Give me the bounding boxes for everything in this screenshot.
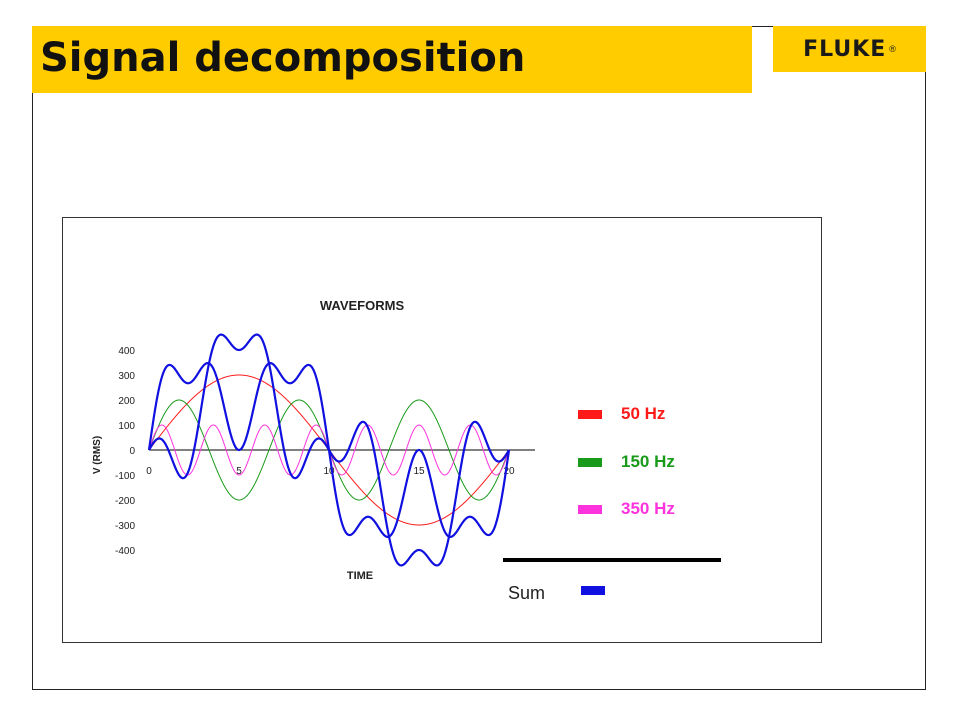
y-tick-label: -200	[115, 496, 135, 507]
legend-swatch-350hz	[578, 504, 602, 514]
x-tick-label: 10	[323, 466, 335, 477]
y-tick-label: 100	[118, 421, 135, 432]
legend-label-350hz: 350 Hz	[621, 499, 675, 518]
legend-item-50hz: 50 Hz	[578, 404, 665, 424]
x-tick-label: 0	[146, 466, 152, 477]
y-tick-label: 200	[118, 396, 135, 407]
y-tick-label: -400	[115, 546, 135, 557]
sum-divider-line	[503, 558, 721, 562]
legend-item-350hz: 350 Hz	[578, 499, 675, 519]
y-axis-label: V (RMS)	[92, 436, 103, 474]
title-bar	[32, 26, 752, 93]
x-axis-label: TIME	[347, 570, 373, 582]
logo-wordmark: FLUKE	[803, 36, 887, 62]
legend-swatch-50hz	[578, 409, 602, 419]
chart-panel	[62, 217, 822, 643]
x-tick-label: 5	[236, 466, 242, 477]
legend-swatch-sum	[581, 586, 605, 595]
legend-label-150hz: 150 Hz	[621, 452, 675, 471]
legend-label-50hz: 50 Hz	[621, 404, 666, 423]
x-tick-label: 15	[413, 466, 425, 477]
y-tick-label: 400	[118, 346, 135, 357]
legend-item-150hz: 150 Hz	[578, 452, 675, 472]
series-line-sum-alt	[148, 333, 510, 567]
legend-swatch-150hz	[578, 457, 602, 467]
y-tick-label: 0	[129, 446, 135, 457]
slide-title: Signal decomposition	[40, 35, 526, 81]
x-tick-label: 20	[503, 466, 515, 477]
fluke-logo: FLUKE ®	[773, 26, 926, 72]
y-tick-label: -100	[115, 471, 135, 482]
logo-registered-mark: ®	[889, 44, 896, 54]
y-tick-label: -300	[115, 521, 135, 532]
legend-label-sum: Sum	[508, 583, 546, 603]
y-tick-label: 300	[118, 371, 135, 382]
chart-title: WAVEFORMS	[319, 298, 405, 313]
